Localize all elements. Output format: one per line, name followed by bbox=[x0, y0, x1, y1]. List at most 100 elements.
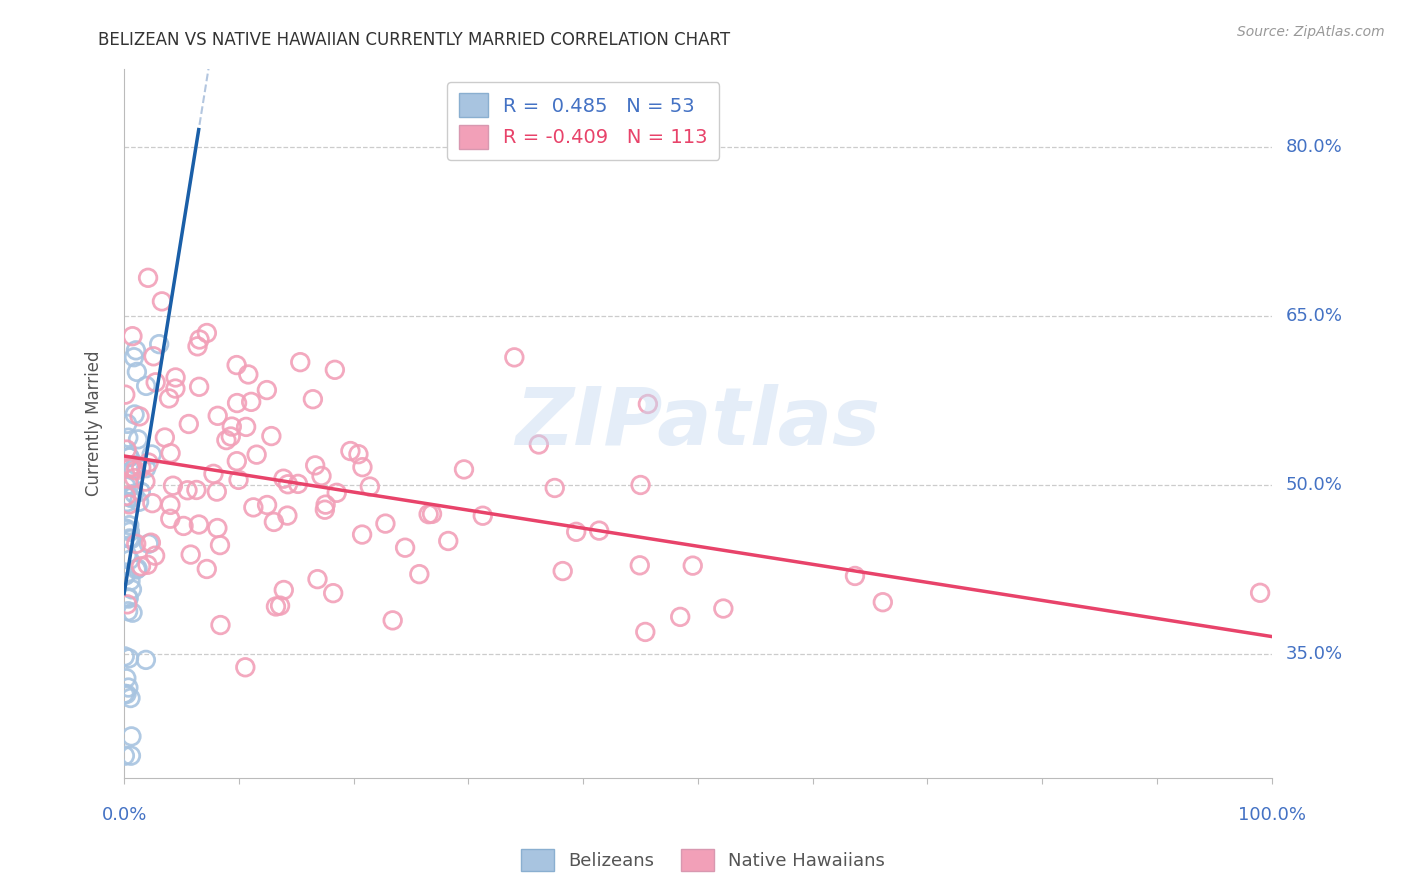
Point bbox=[844, 569, 866, 583]
Point bbox=[682, 558, 704, 573]
Point bbox=[325, 485, 347, 500]
Point bbox=[114, 748, 136, 763]
Point bbox=[588, 524, 610, 538]
Point bbox=[304, 458, 326, 473]
Point bbox=[711, 601, 734, 615]
Point bbox=[135, 379, 157, 393]
Point bbox=[290, 355, 312, 369]
Point bbox=[162, 479, 184, 493]
Point bbox=[437, 533, 460, 548]
Point bbox=[471, 508, 494, 523]
Point bbox=[115, 479, 138, 493]
Point bbox=[120, 574, 142, 588]
Point bbox=[120, 491, 142, 505]
Point bbox=[221, 419, 243, 434]
Point bbox=[129, 484, 152, 499]
Point bbox=[233, 660, 256, 674]
Point bbox=[186, 483, 208, 497]
Text: 80.0%: 80.0% bbox=[1285, 138, 1343, 156]
Point bbox=[242, 500, 264, 515]
Point bbox=[141, 496, 163, 510]
Point bbox=[122, 350, 145, 364]
Point bbox=[118, 450, 141, 465]
Point bbox=[186, 339, 208, 353]
Point bbox=[418, 507, 440, 521]
Text: 50.0%: 50.0% bbox=[1285, 476, 1343, 494]
Point bbox=[188, 333, 211, 347]
Point bbox=[159, 512, 181, 526]
Text: Source: ZipAtlas.com: Source: ZipAtlas.com bbox=[1237, 25, 1385, 39]
Point bbox=[118, 518, 141, 533]
Point bbox=[114, 387, 136, 401]
Point bbox=[669, 610, 692, 624]
Point bbox=[117, 523, 139, 537]
Point bbox=[118, 532, 141, 546]
Point bbox=[129, 460, 152, 475]
Point bbox=[374, 516, 396, 531]
Point bbox=[307, 572, 329, 586]
Point bbox=[176, 483, 198, 498]
Point bbox=[145, 376, 167, 390]
Point bbox=[314, 502, 336, 516]
Point bbox=[302, 392, 325, 407]
Point bbox=[159, 446, 181, 460]
Point bbox=[238, 368, 260, 382]
Point bbox=[124, 463, 146, 477]
Point bbox=[315, 498, 337, 512]
Point bbox=[323, 363, 346, 377]
Point bbox=[408, 567, 430, 582]
Point bbox=[120, 532, 142, 546]
Point bbox=[120, 461, 142, 475]
Point bbox=[637, 397, 659, 411]
Point bbox=[165, 382, 187, 396]
Point bbox=[347, 447, 370, 461]
Point bbox=[264, 599, 287, 614]
Point bbox=[122, 462, 145, 476]
Point bbox=[136, 270, 159, 285]
Point bbox=[125, 562, 148, 576]
Legend: Belizeans, Native Hawaiians: Belizeans, Native Hawaiians bbox=[513, 842, 893, 879]
Point bbox=[122, 471, 145, 485]
Point bbox=[235, 420, 257, 434]
Point bbox=[115, 548, 138, 562]
Point bbox=[117, 417, 139, 431]
Point bbox=[114, 521, 136, 535]
Point bbox=[118, 497, 141, 511]
Point bbox=[339, 444, 361, 458]
Point bbox=[359, 479, 381, 493]
Point bbox=[269, 599, 291, 613]
Point bbox=[148, 337, 170, 351]
Point bbox=[136, 558, 159, 572]
Text: 100.0%: 100.0% bbox=[1237, 806, 1306, 824]
Point bbox=[551, 564, 574, 578]
Point bbox=[872, 595, 894, 609]
Point bbox=[219, 429, 242, 443]
Point bbox=[565, 524, 588, 539]
Point bbox=[117, 591, 139, 605]
Point bbox=[187, 517, 209, 532]
Text: 35.0%: 35.0% bbox=[1285, 645, 1343, 664]
Point bbox=[177, 417, 200, 431]
Point bbox=[129, 559, 152, 574]
Point bbox=[114, 568, 136, 582]
Point bbox=[115, 671, 138, 685]
Point bbox=[139, 535, 162, 549]
Point bbox=[352, 527, 374, 541]
Point bbox=[202, 467, 225, 481]
Point bbox=[256, 383, 278, 397]
Point bbox=[205, 484, 228, 499]
Point bbox=[115, 687, 138, 701]
Point bbox=[277, 477, 299, 491]
Point bbox=[322, 586, 344, 600]
Point bbox=[287, 476, 309, 491]
Point bbox=[628, 558, 651, 573]
Point bbox=[120, 490, 142, 504]
Point bbox=[138, 537, 160, 551]
Legend: R =  0.485   N = 53, R = -0.409   N = 113: R = 0.485 N = 53, R = -0.409 N = 113 bbox=[447, 82, 720, 161]
Point bbox=[240, 395, 263, 409]
Point bbox=[118, 553, 141, 567]
Point bbox=[127, 561, 149, 575]
Point bbox=[246, 448, 269, 462]
Point bbox=[115, 568, 138, 582]
Point bbox=[1249, 586, 1271, 600]
